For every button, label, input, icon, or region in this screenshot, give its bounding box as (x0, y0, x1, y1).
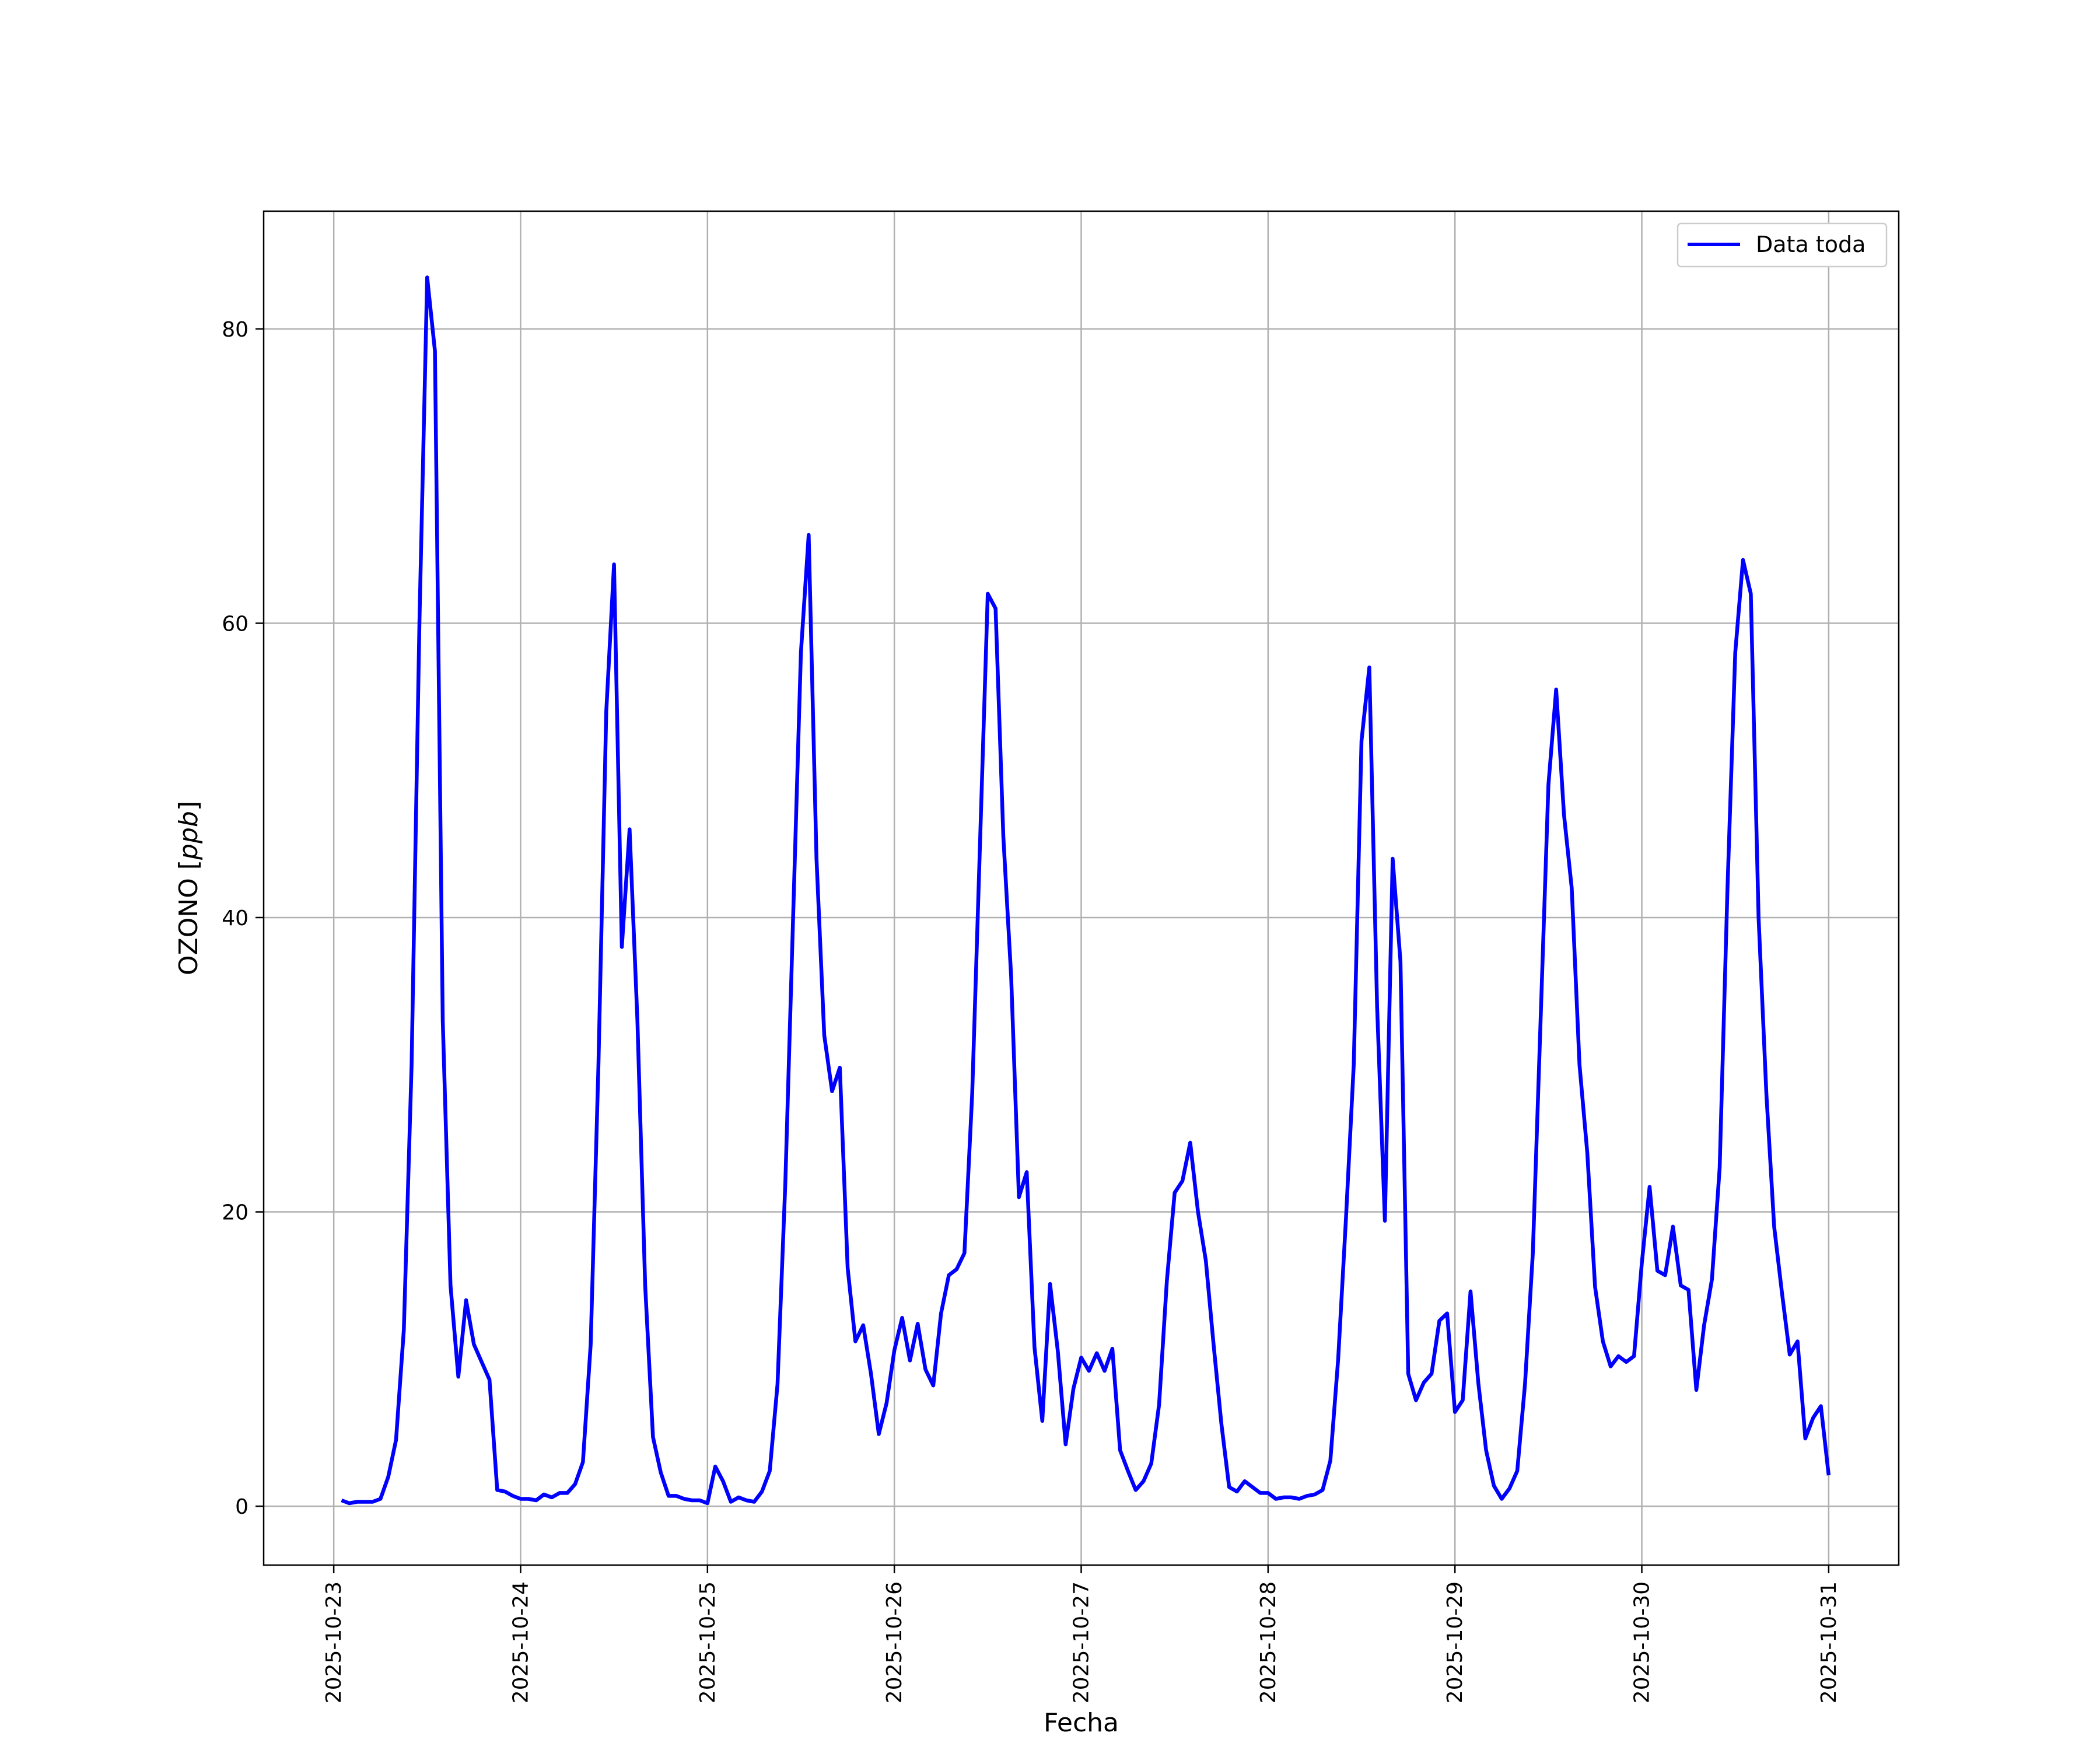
legend: Data toda (1676, 222, 1888, 268)
y-axis-label-text: OZONO [ (174, 860, 204, 975)
x-tick-label: 2025-10-26 (883, 1581, 907, 1703)
legend-box (1676, 222, 1888, 268)
x-tick-label: 2025-10-31 (1817, 1581, 1841, 1703)
y-axis-label-close: ] (174, 801, 204, 811)
y-tick-label: 40 (222, 907, 249, 930)
y-axis-label: OZONO [ppb] (174, 801, 204, 975)
axis-ticks: 2025-10-23 2025-10-24 2025-10-25 2025-10-26… (222, 318, 1841, 1703)
x-tick-label: 2025-10-29 (1443, 1581, 1467, 1703)
series-group (341, 275, 1831, 1506)
x-tick-label: 2025-10-25 (696, 1581, 720, 1703)
y-axis-label-unit: ppb (174, 811, 204, 860)
y-tick-label: 60 (222, 612, 249, 636)
grid-lines (264, 211, 1899, 1565)
x-tick-label: 2025-10-27 (1070, 1581, 1094, 1703)
series-line-data-toda (341, 275, 1831, 1506)
y-tick-label: 20 (222, 1201, 249, 1225)
x-tick-label: 2025-10-23 (322, 1581, 346, 1703)
y-tick-label: 80 (222, 318, 249, 342)
x-tick-label: 2025-10-24 (509, 1581, 533, 1703)
x-axis-label: Fecha (1044, 1708, 1119, 1738)
y-tick-label: 0 (235, 1495, 249, 1519)
legend-label: Data toda (1756, 232, 1866, 257)
x-tick-label: 2025-10-30 (1630, 1581, 1654, 1703)
x-tick-label: 2025-10-28 (1256, 1581, 1280, 1703)
